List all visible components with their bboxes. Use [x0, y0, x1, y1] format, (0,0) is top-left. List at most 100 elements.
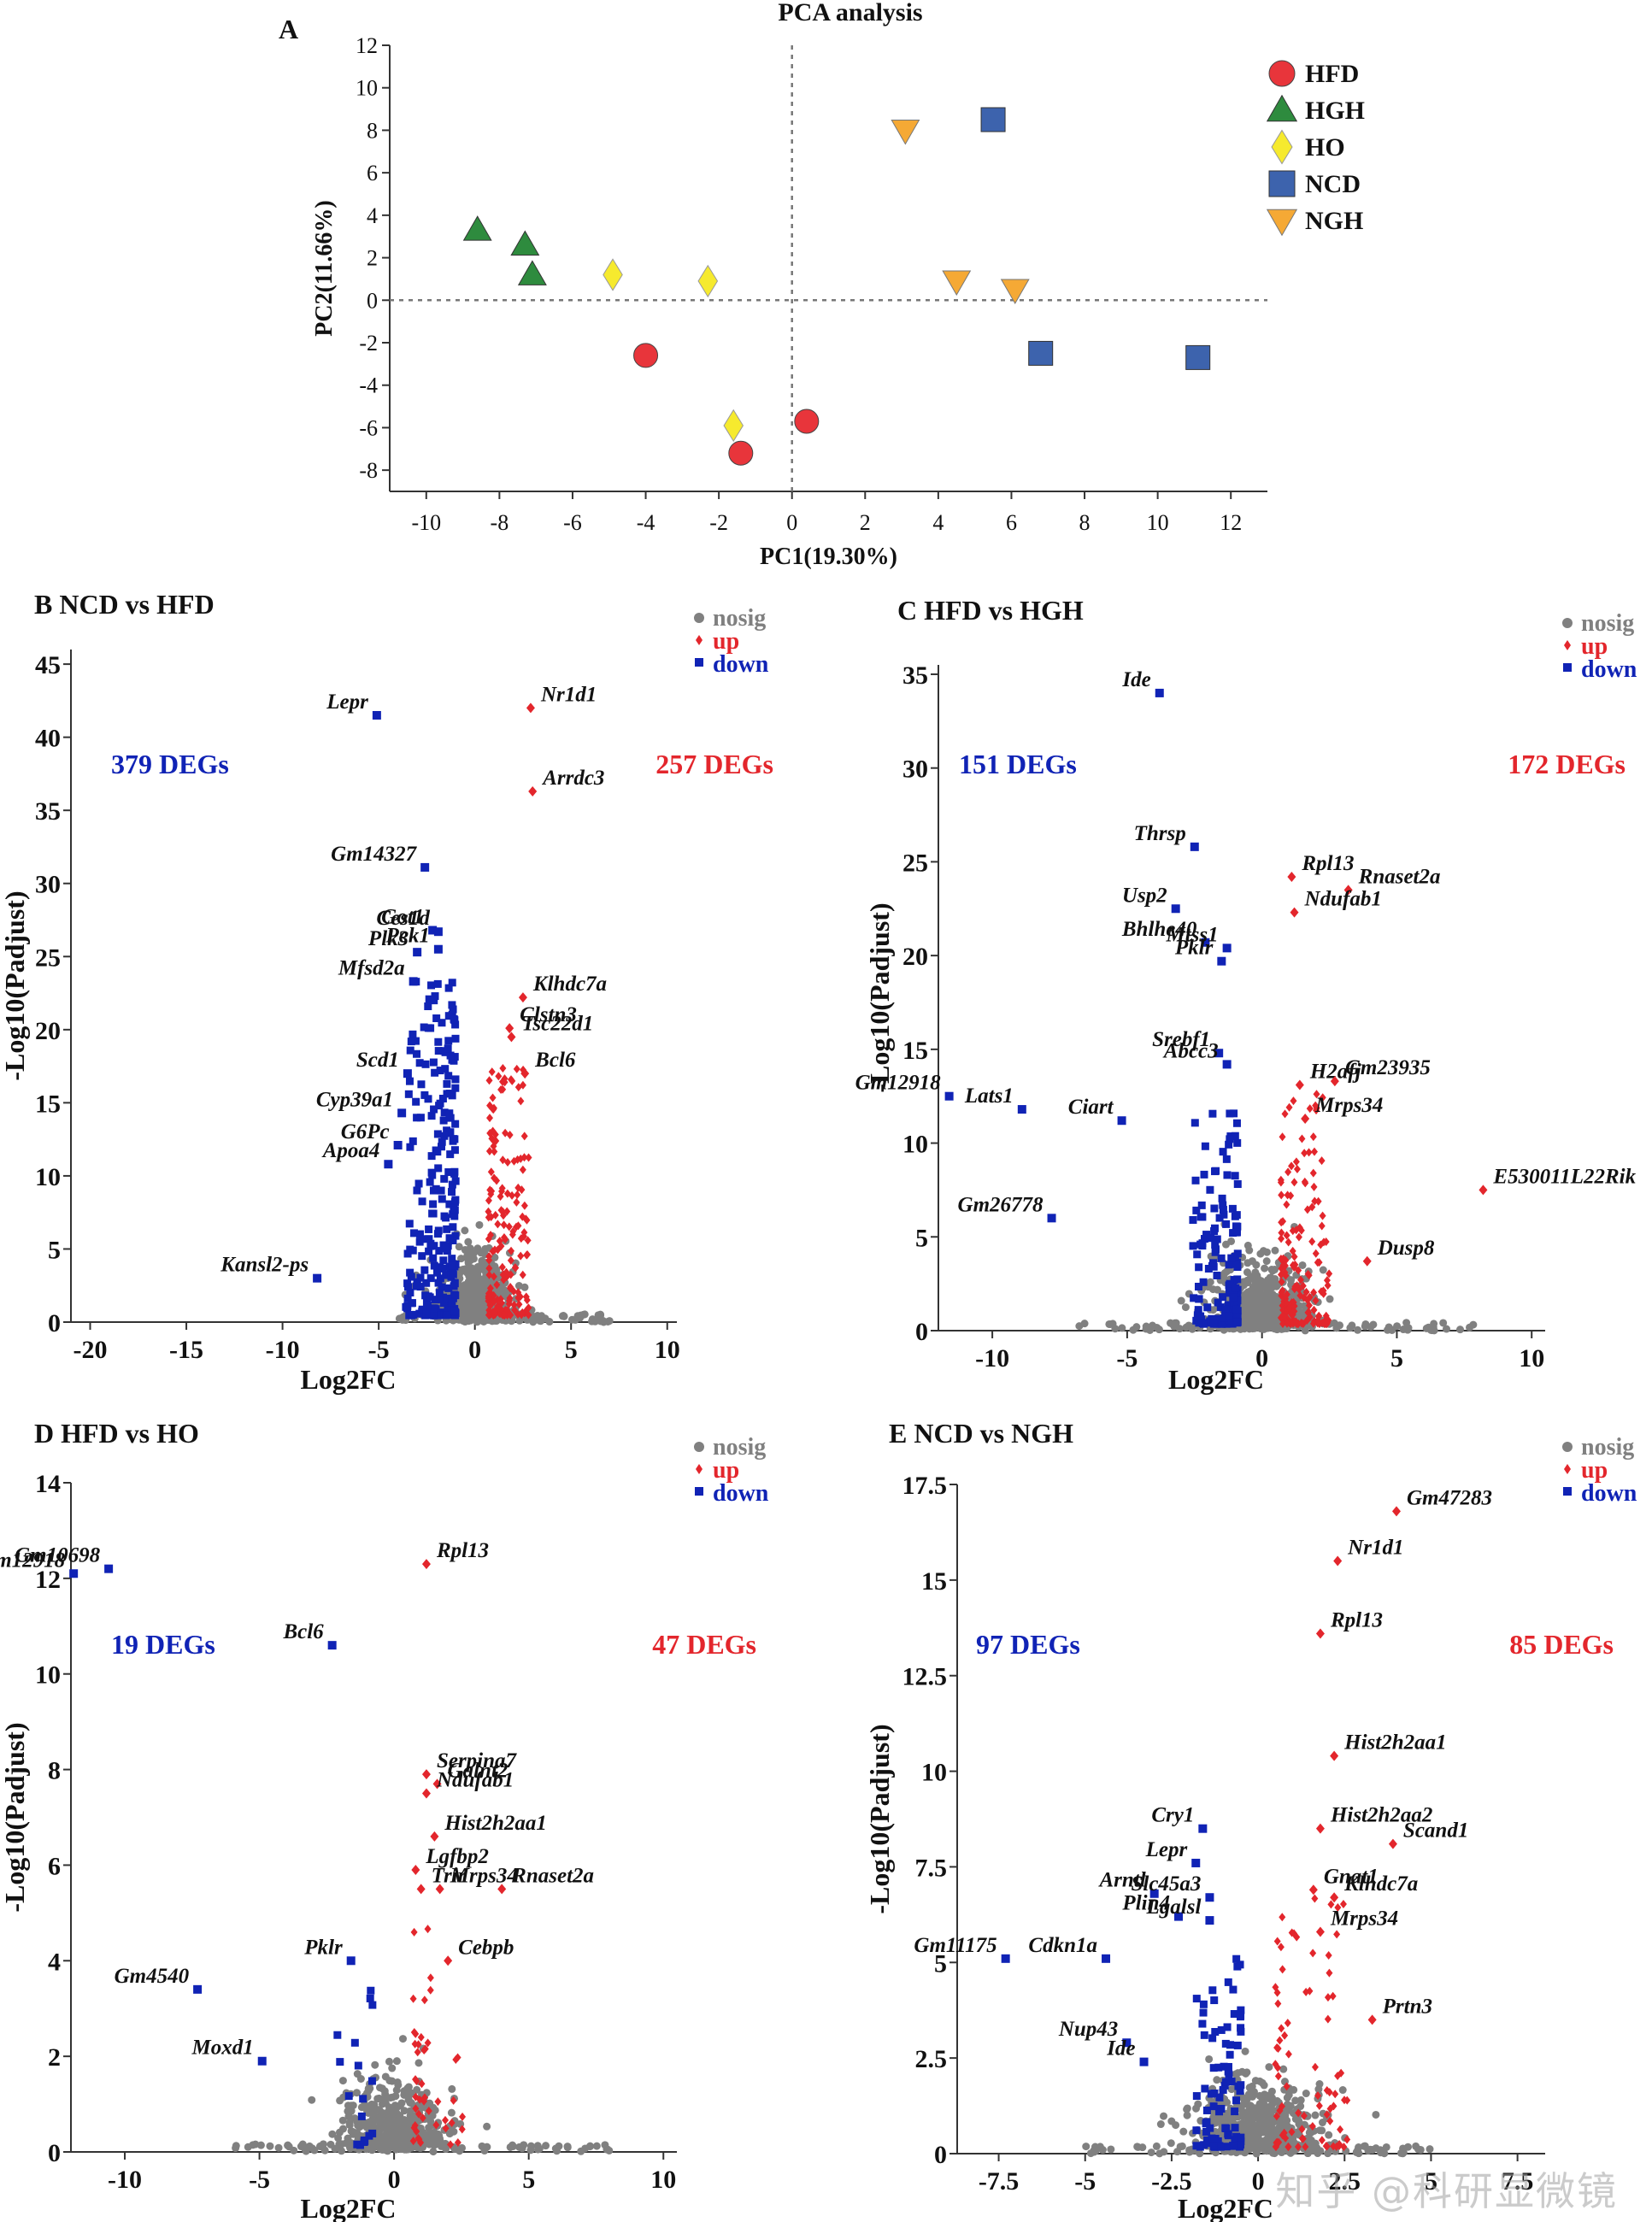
up-point [1296, 1275, 1304, 1284]
up-point [523, 1296, 531, 1305]
nosig-point [1267, 1282, 1275, 1290]
up-point [1274, 2063, 1282, 2072]
up-point [510, 1300, 518, 1309]
down-point [1226, 2050, 1234, 2059]
y-tick-label: 2 [367, 246, 378, 271]
down-point [431, 1068, 439, 1077]
down-point [1232, 1211, 1241, 1220]
up-point [1283, 1290, 1290, 1299]
nosig-point [1167, 2139, 1175, 2148]
up-point [1295, 2108, 1302, 2118]
x-tick-label: 5 [565, 1336, 578, 1364]
y-tick-label: 6 [367, 161, 378, 185]
legend-marker-up [1564, 1464, 1571, 1474]
up-point [1318, 1156, 1326, 1166]
up-point [520, 1132, 528, 1141]
nosig-point [1155, 1326, 1163, 1334]
up-point [1274, 2072, 1282, 2081]
up-point [1298, 2125, 1306, 2134]
up-point [1293, 1320, 1301, 1329]
nosig-point [1307, 2143, 1315, 2151]
gene-point [257, 2056, 267, 2066]
down-point [1214, 1298, 1222, 1307]
up-points [485, 1063, 532, 1320]
gene-label: Moxd1 [191, 2037, 253, 2060]
down-point [1220, 2062, 1228, 2071]
legend-label-ho: HO [1305, 133, 1345, 162]
down-point [432, 1268, 441, 1277]
down-point [426, 1274, 435, 1283]
nosig-point [464, 1314, 473, 1323]
down-point [409, 1030, 417, 1038]
up-point [485, 1234, 492, 1243]
y-tick-label: 20 [35, 1017, 61, 1045]
up-point [486, 1129, 494, 1138]
nosig-point [514, 1282, 523, 1290]
x-tick-label: 5 [522, 2166, 535, 2194]
x-tick-label: 5 [1425, 2167, 1437, 2196]
down-point [1233, 1222, 1242, 1231]
nosig-point [350, 2114, 359, 2123]
gene-point [69, 1569, 79, 1578]
down-point [450, 1146, 459, 1155]
y-tick-label: 17.5 [902, 1472, 948, 1500]
legend-marker-hgh [1266, 94, 1298, 122]
gene-point [421, 1559, 431, 1570]
down-point [1211, 2027, 1220, 2036]
nosig-point [379, 2120, 387, 2129]
y-tick-label: 2 [48, 2043, 61, 2072]
down-point [1189, 1242, 1197, 1250]
gene-point [421, 1788, 431, 1799]
nosig-point [1248, 1323, 1256, 1331]
down-point [1198, 1239, 1207, 1248]
nosig-point [1260, 2081, 1268, 2090]
down-point [426, 1239, 435, 1248]
nosig-point [533, 2142, 542, 2150]
gene-point [944, 1091, 954, 1101]
gene-point [1287, 871, 1296, 882]
up-point [1284, 2019, 1291, 2028]
nosig-point [1336, 1321, 1344, 1330]
gene-point [507, 1032, 516, 1043]
nosig-point [1271, 1246, 1279, 1255]
down-point [1231, 2107, 1239, 2116]
nosig-point [1261, 2136, 1270, 2144]
nosig-point [538, 1314, 547, 1322]
up-point [1295, 1232, 1302, 1242]
up-point [1323, 1276, 1331, 1285]
nosig-point [1266, 1273, 1274, 1282]
panel-a-pca: A PCA analysis -10 -8 -6 -4 -2 0 2 4 6 8 10 12 -8 -6 -4 -… [279, 0, 1365, 570]
down-point [1203, 2136, 1212, 2144]
nosig-point [478, 1256, 486, 1265]
legend-marker-up [696, 635, 703, 645]
down-point [1193, 1250, 1202, 1259]
down-point [442, 1271, 450, 1279]
nosig-point [429, 2148, 438, 2156]
down-point [1189, 1215, 1197, 1224]
down-point [1219, 1148, 1227, 1156]
down-point [1214, 2063, 1223, 2072]
up-point [459, 2112, 467, 2121]
nosig-point [1246, 2101, 1255, 2110]
x-tick-label: -5 [368, 1336, 390, 1364]
deg-count-down: 379 DEGs [111, 749, 229, 779]
gene-label: Mrps34 [1330, 1907, 1398, 1930]
up-point [1273, 1988, 1281, 1997]
gene-point [416, 1884, 426, 1895]
down-point [1211, 1248, 1220, 1256]
y-tick-label: 10 [35, 1163, 61, 1191]
gene-point [313, 1273, 322, 1283]
up-point [1332, 2143, 1340, 2152]
nosig-point [461, 1246, 469, 1255]
up-point [498, 1262, 506, 1272]
nosig-point [1311, 2111, 1320, 2119]
down-point [451, 1084, 460, 1092]
up-point [434, 2097, 442, 2107]
down-point [435, 1247, 444, 1255]
down-point [1214, 1315, 1222, 1324]
down-point [1221, 2078, 1230, 2086]
up-point [450, 2096, 457, 2105]
gene-label: Cdkn1a [1028, 1934, 1097, 1957]
nosig-point [378, 2133, 386, 2142]
down-point [434, 1164, 443, 1173]
